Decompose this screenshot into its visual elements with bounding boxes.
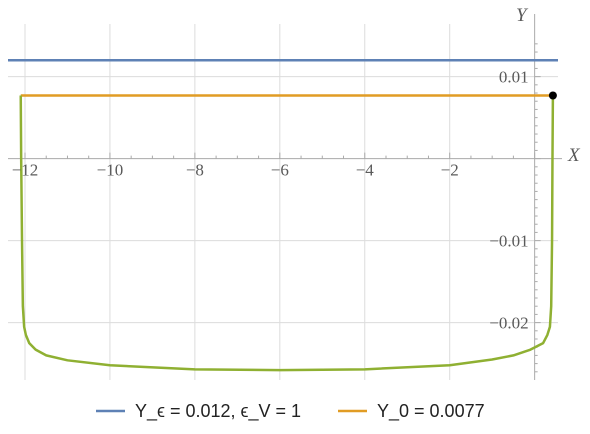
- tick-labels: −12 −10 −8 −6 −4 −2 0.01 −0.01 −0.02: [12, 68, 529, 333]
- legend-label-series-1: Y_ϵ = 0.012, ϵ_V = 1: [135, 401, 301, 422]
- x-tick-label: −10: [97, 161, 124, 180]
- y-tick-label: −0.02: [489, 314, 528, 333]
- y-tick-label: −0.01: [489, 232, 528, 251]
- x-tick-label: −2: [441, 161, 459, 180]
- x-tick-label: −12: [12, 161, 39, 180]
- x-axis-label: X: [567, 145, 581, 166]
- x-tick-label: −4: [356, 161, 375, 180]
- plot-series: [8, 58, 558, 372]
- series-line-3: [19, 95, 555, 372]
- x-tick-label: −6: [271, 161, 289, 180]
- legend: Y_ϵ = 0.012, ϵ_V = 1 Y_0 = 0.0077: [96, 401, 485, 422]
- grid-lines: [8, 24, 558, 380]
- axes: [8, 14, 562, 380]
- x-tick-label: −8: [186, 161, 204, 180]
- y-axis-label: Y: [516, 5, 529, 26]
- legend-label-series-2: Y_0 = 0.0077: [377, 401, 485, 422]
- y-tick-label: 0.01: [499, 68, 529, 87]
- endpoint-marker: [548, 91, 557, 100]
